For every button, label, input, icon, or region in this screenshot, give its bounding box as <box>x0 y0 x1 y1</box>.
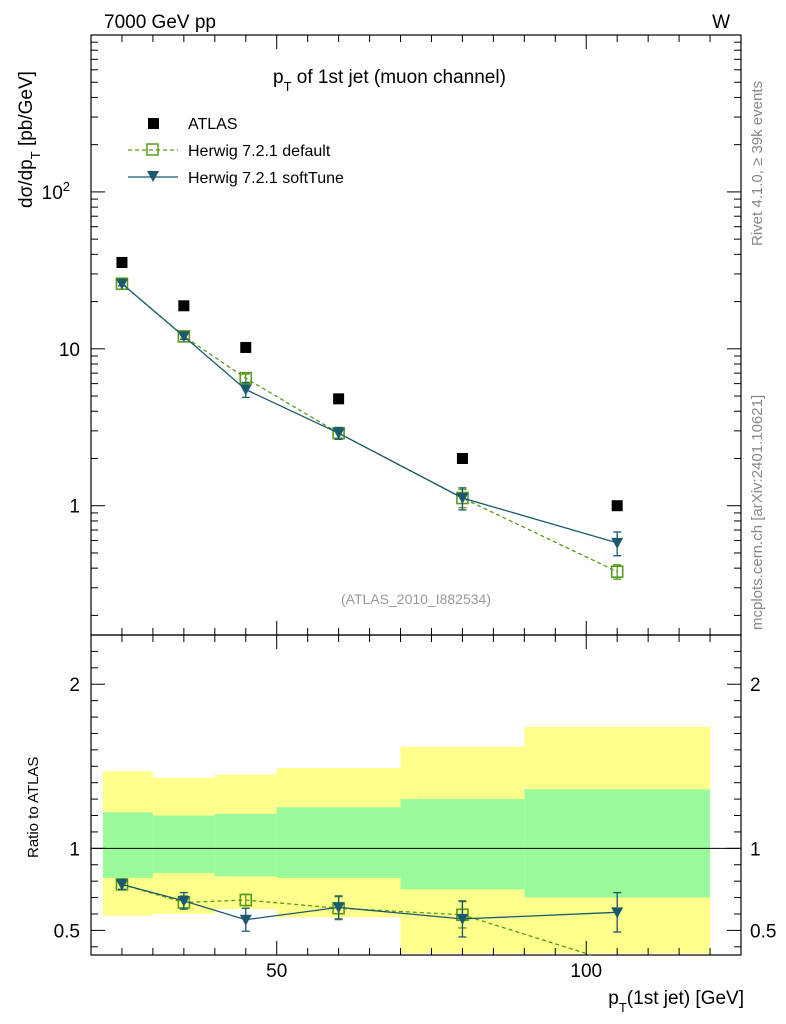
series-marker-softtune <box>611 537 624 549</box>
series-marker-softtune <box>456 492 469 504</box>
ratio-marker-softtune <box>611 907 624 919</box>
ratio-band-green <box>276 807 401 878</box>
y-axis-label-ratio: Ratio to ATLAS <box>25 757 42 858</box>
ratio-band-green <box>103 812 153 878</box>
axis-ticks <box>90 35 742 955</box>
atlas-data-point <box>178 300 190 312</box>
plot-title: pT of 1st jet (muon channel) <box>273 67 506 94</box>
ratio-band-green <box>400 799 525 890</box>
series-line-top <box>121 283 618 573</box>
atlas-data-point <box>333 393 345 405</box>
side-label-top: Rivet 4.1.0, ≥ 39k events <box>749 81 766 246</box>
ratio-marker-softtune <box>115 879 128 891</box>
y-axis-label-top: dσ/dpT [pb/GeV] <box>16 71 43 208</box>
x-tick-label: 100 <box>570 961 602 982</box>
legend-label-atlas: ATLAS <box>188 116 238 133</box>
legend: ATLAS Herwig 7.2.1 default Herwig 7.2.1 … <box>128 116 344 187</box>
legend-label-default: Herwig 7.2.1 default <box>188 143 331 160</box>
y-tick-label-ratio: 2 <box>69 675 80 696</box>
ratio-marker-softtune <box>177 895 190 907</box>
ratio-marker-softtune <box>456 913 469 925</box>
atlas-data-point <box>456 452 468 464</box>
y-tick-label-ratio-right: 1 <box>750 839 761 860</box>
side-label-bottom: mcplots.cern.ch [arXiv:2401.10621] <box>749 395 766 630</box>
ratio-plot-frame <box>90 634 742 956</box>
series-marker-softtune <box>177 331 190 343</box>
ratio-bands <box>91 726 741 954</box>
analysis-watermark: (ATLAS_2010_I882534) <box>341 591 491 607</box>
y-tick-label-top: 102 <box>42 179 70 204</box>
ratio-band-green <box>524 789 711 898</box>
series-marker-default <box>610 565 624 578</box>
series-marker-softtune <box>239 384 252 396</box>
y-tick-label-ratio-right: 0.5 <box>750 921 776 942</box>
y-tick-label-ratio-right: 2 <box>750 675 761 696</box>
series-line-ratio <box>121 883 592 956</box>
header-right: W <box>712 12 730 33</box>
data-marks <box>115 256 624 956</box>
atlas-data-point <box>611 500 623 512</box>
x-tick-label: 50 <box>266 961 287 982</box>
legend-marker-default <box>146 143 159 156</box>
legend-marker-softtune <box>147 171 159 182</box>
atlas-data-point <box>116 256 128 268</box>
ratio-marker-softtune <box>332 902 345 914</box>
ratio-band-green <box>214 813 277 877</box>
legend-marker-atlas <box>148 118 159 129</box>
series-line-ratio <box>121 883 618 921</box>
series-marker-softtune <box>115 278 128 290</box>
y-tick-label-ratio: 0.5 <box>54 921 80 942</box>
series-line-top <box>121 283 618 544</box>
y-tick-label-top: 10 <box>59 340 80 361</box>
ratio-marker-default <box>239 893 253 907</box>
y-tick-label-ratio: 1 <box>69 839 80 860</box>
tick-labels: 50 100 1 10 102 0.5 0.5 1 1 2 2 <box>42 179 777 982</box>
header-left: 7000 GeV pp <box>104 12 216 33</box>
series-marker-softtune <box>332 428 345 440</box>
legend-label-softtune: Herwig 7.2.1 softTune <box>188 170 344 187</box>
ratio-marker-softtune <box>239 914 252 926</box>
ratio-band-green <box>152 815 215 873</box>
y-tick-label-top: 1 <box>69 497 80 518</box>
atlas-data-point <box>240 341 252 353</box>
x-axis-label: pT(1st jet) [GeV] <box>608 988 744 1015</box>
